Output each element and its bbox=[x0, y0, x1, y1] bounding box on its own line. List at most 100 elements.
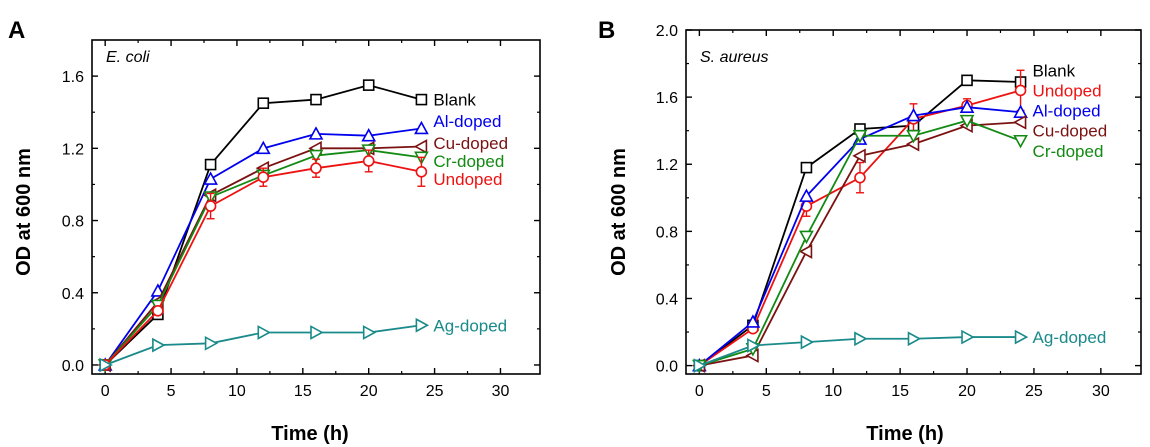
x-tick-label-a: 0 bbox=[101, 383, 110, 400]
data-point-al-doped-b bbox=[1013, 104, 1028, 119]
x-tick-label-b: 5 bbox=[762, 383, 771, 400]
series-label-blank-b: Blank bbox=[1033, 61, 1076, 80]
y-tick-label-a: 0.4 bbox=[62, 286, 84, 303]
x-tick-label-b: 25 bbox=[1025, 383, 1043, 400]
plot-area-b: 0 5 10 15 20 25 30 0.0 0.4 0.8 1.2 1.6 2.0 BlankUndop… bbox=[656, 23, 1142, 400]
series-label-cu-doped-b: Cu-doped bbox=[1033, 122, 1108, 141]
data-point-ag-doped-a bbox=[99, 357, 113, 373]
plot-frame-b bbox=[685, 29, 1142, 375]
data-point-ag-doped-a bbox=[362, 325, 377, 340]
y-tick-label-b: 0.8 bbox=[656, 224, 678, 241]
y-tick-label-b: 1.6 bbox=[656, 90, 678, 107]
data-point-cu-doped-a bbox=[413, 139, 428, 154]
y-axis-title-b: OD at 600 nm bbox=[608, 148, 630, 276]
data-point-blank-b bbox=[800, 161, 813, 174]
data-point-al-doped-a bbox=[308, 126, 324, 140]
data-point-undoped-a bbox=[152, 305, 164, 317]
data-point-ag-doped-b bbox=[907, 331, 922, 347]
data-point-cr-doped-b bbox=[959, 114, 975, 129]
data-point-cr-doped-b bbox=[799, 230, 814, 245]
series-ag-doped-b bbox=[693, 329, 1029, 373]
series-label-cr-doped-a: Cr-doped bbox=[433, 152, 504, 171]
data-point-blank-a bbox=[310, 93, 322, 106]
x-tick-label-a: 10 bbox=[228, 383, 246, 400]
data-point-ag-doped-b bbox=[961, 329, 975, 345]
y-tick-label-a: 0.0 bbox=[62, 358, 84, 375]
x-tick-label-a: 30 bbox=[492, 383, 510, 400]
series-label-cr-doped-b: Cr-doped bbox=[1033, 142, 1104, 161]
y-tick-label-b: 2.0 bbox=[656, 23, 678, 40]
data-point-cr-doped-b bbox=[906, 129, 921, 144]
x-tick-label-b: 10 bbox=[824, 383, 842, 400]
data-point-ag-doped-b bbox=[1014, 329, 1029, 345]
plot-frame-a bbox=[91, 39, 541, 375]
data-point-al-doped-a bbox=[150, 283, 166, 297]
series-label-blank-a: Blank bbox=[433, 91, 476, 110]
data-point-blank-b bbox=[961, 74, 973, 87]
data-point-al-doped-b bbox=[799, 188, 814, 202]
data-point-undoped-a bbox=[257, 171, 270, 184]
data-point-ag-doped-b bbox=[693, 358, 708, 373]
data-point-cr-doped-b bbox=[852, 129, 868, 144]
x-tick-label-b: 30 bbox=[1092, 383, 1110, 400]
series-label-undoped-a: Undoped bbox=[433, 170, 502, 189]
data-point-ag-doped-a bbox=[310, 325, 324, 340]
x-tick-label-a: 25 bbox=[426, 383, 444, 400]
data-point-al-doped-b bbox=[906, 107, 921, 122]
data-point-cu-doped-b bbox=[798, 244, 813, 259]
y-axis-title-a: OD at 600 nm bbox=[13, 148, 35, 276]
data-point-blank-a bbox=[204, 158, 217, 171]
series-blank-a bbox=[99, 79, 428, 371]
series-blank-b bbox=[693, 74, 1027, 372]
panel-label-b: B bbox=[598, 17, 615, 44]
data-point-cu-doped-b bbox=[1012, 114, 1027, 130]
y-tick-label-b: 0.4 bbox=[656, 291, 678, 308]
series-label-ag-doped-a: Ag-doped bbox=[433, 316, 507, 335]
x-tick-label-a: 15 bbox=[294, 383, 312, 400]
series-ag-doped-a bbox=[99, 317, 430, 373]
data-point-ag-doped-a bbox=[204, 335, 219, 351]
panel-label-a: A bbox=[8, 17, 25, 44]
x-tick-label-b: 15 bbox=[891, 383, 909, 400]
panel-a: A E. coli OD at 600 nm Time (h) 0 5 10 15 20… bbox=[8, 17, 541, 445]
series-label-ag-doped-b: Ag-doped bbox=[1033, 328, 1107, 347]
data-point-undoped-b bbox=[1014, 84, 1027, 97]
data-point-cr-doped-a bbox=[308, 149, 324, 164]
y-tick-label-a: 0.8 bbox=[62, 214, 84, 231]
series-undoped-b bbox=[693, 69, 1027, 372]
x-tick-label-b: 20 bbox=[958, 383, 976, 400]
x-axis-title-a: Time (h) bbox=[271, 423, 348, 445]
data-point-blank-a bbox=[362, 79, 375, 91]
data-point-al-doped-b bbox=[959, 99, 975, 113]
x-tick-label-b: 0 bbox=[695, 383, 704, 400]
series-undoped-a bbox=[99, 149, 428, 371]
data-point-ag-doped-a bbox=[152, 337, 166, 353]
series-label-undoped-b: Undoped bbox=[1033, 81, 1102, 100]
data-point-undoped-a bbox=[310, 162, 322, 174]
plot-area-a: 0 5 10 15 20 25 30 0.0 0.4 0.8 1.2 1.6 Blank Al-doped… bbox=[62, 39, 541, 400]
data-point-al-doped-a bbox=[414, 120, 429, 135]
y-tick-label-a: 1.2 bbox=[62, 141, 84, 158]
data-point-ag-doped-a bbox=[415, 317, 430, 333]
organism-label-a: E. coli bbox=[106, 49, 150, 66]
series-line-blank-a bbox=[104, 84, 422, 366]
panel-b: B S. aureus OD at 600 nm Time (h) 0 5 10 15… bbox=[598, 17, 1142, 445]
x-tick-label-a: 20 bbox=[360, 383, 378, 400]
y-tick-label-b: 0.0 bbox=[656, 359, 678, 376]
data-point-al-doped-a bbox=[203, 171, 218, 185]
data-point-ag-doped-b bbox=[854, 331, 868, 347]
data-point-ag-doped-b bbox=[800, 334, 815, 350]
data-point-al-doped-a bbox=[361, 128, 377, 142]
data-point-cr-doped-b bbox=[1013, 134, 1028, 149]
data-point-ag-doped-b bbox=[747, 338, 761, 353]
data-point-undoped-a bbox=[415, 165, 428, 178]
x-tick-label-a: 5 bbox=[167, 383, 176, 400]
y-tick-label-a: 1.6 bbox=[62, 69, 84, 86]
data-point-blank-a bbox=[415, 93, 428, 106]
data-point-undoped-a bbox=[204, 200, 217, 212]
data-point-undoped-b bbox=[854, 171, 866, 184]
data-point-cu-doped-b bbox=[852, 148, 866, 164]
data-point-undoped-a bbox=[362, 155, 375, 167]
x-axis-title-b: Time (h) bbox=[866, 423, 943, 445]
